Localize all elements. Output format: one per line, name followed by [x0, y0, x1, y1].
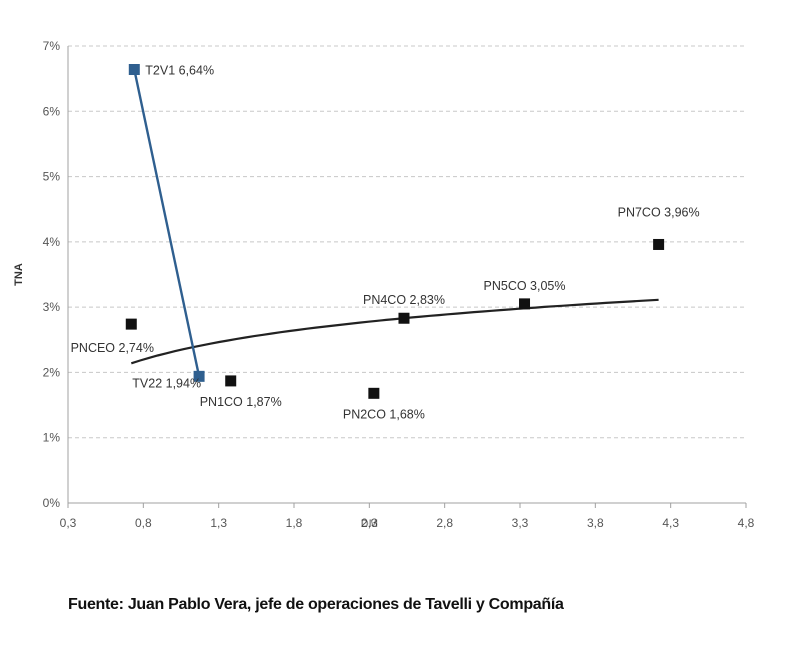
data-point: [193, 370, 205, 382]
data-label: PN1CO 1,87%: [200, 395, 282, 409]
data-points: [125, 64, 665, 399]
data-point: [225, 375, 237, 387]
data-point: [128, 64, 140, 76]
data-point: [125, 318, 137, 330]
grid-lines: [68, 45, 746, 439]
data-label: PN7CO 3,96%: [618, 205, 700, 219]
y-tick-label: 1%: [43, 431, 61, 445]
x-tick-label: 2,3: [361, 516, 378, 530]
data-labels: PNCEO 2,74% PN1CO 1,87% PN2CO 1,68% PN4CO 2…: [71, 64, 700, 422]
x-tick-label: 3,8: [587, 516, 604, 530]
trendline: [130, 298, 659, 365]
data-label: TV22 1,94%: [132, 376, 201, 390]
x-tick-label: 2,8: [436, 516, 453, 530]
scatter-chart: 0% 1% 2% 3% 4% 5% 6% 7% 0,3 0,8 1,3 1,8 2,3 2,8 3,3 3,…: [13, 39, 755, 530]
x-tick-label: 1,3: [210, 516, 227, 530]
source-caption: Fuente: Juan Pablo Vera, jefe de operaci…: [68, 596, 564, 613]
y-tick-labels: 0% 1% 2% 3% 4% 5% 6% 7%: [43, 39, 61, 510]
trendline-group: [130, 298, 659, 365]
axes: [67, 46, 747, 508]
y-tick-label: 7%: [43, 39, 61, 53]
data-label: PN4CO 2,83%: [363, 293, 445, 307]
data-label: PN5CO 3,05%: [484, 279, 566, 293]
y-tick-label: 5%: [43, 170, 61, 184]
y-tick-label: 0%: [43, 496, 61, 510]
x-tick-label: 3,3: [512, 516, 529, 530]
x-tick-label: 0,3: [60, 516, 77, 530]
x-tick-label: 1,8: [286, 516, 303, 530]
x-tick-label: 0,8: [135, 516, 152, 530]
x-axis-title: DM: [361, 518, 378, 530]
x-tick-label: 4,3: [662, 516, 679, 530]
data-point: [398, 312, 410, 324]
y-tick-label: 3%: [43, 300, 61, 314]
data-label: PN2CO 1,68%: [343, 407, 425, 421]
y-axis-title: TNA: [13, 263, 25, 286]
series-lines: [133, 69, 201, 377]
x-tick-label: 4,8: [738, 516, 755, 530]
y-tick-label: 4%: [43, 235, 61, 249]
data-point: [519, 298, 531, 310]
series-line: [133, 69, 201, 377]
data-label: PNCEO 2,74%: [71, 341, 154, 355]
y-tick-label: 2%: [43, 365, 61, 379]
y-tick-label: 6%: [43, 104, 61, 118]
data-point: [653, 238, 665, 250]
data-label: T2V1 6,64%: [145, 64, 214, 78]
data-point: [368, 387, 380, 399]
x-tick-labels: 0,3 0,8 1,3 1,8 2,3 2,8 3,3 3,8 4,3 4,8: [60, 516, 755, 530]
